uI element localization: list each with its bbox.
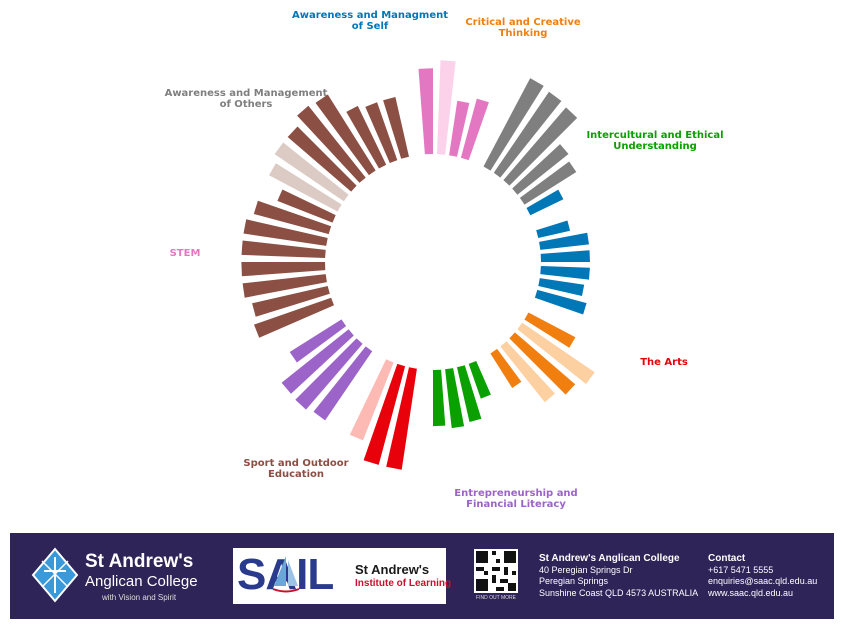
bar-awareness-and-management-of-others-1 xyxy=(483,78,544,171)
bar-critical-and-creative-thinking-5 xyxy=(490,348,522,388)
bar-entrepreneurship-and-financial-literacy-4 xyxy=(289,319,347,363)
bar-awareness-and-management-of-others-4 xyxy=(512,144,569,195)
qr-caption: FIND OUT MORE xyxy=(476,595,516,601)
bar-critical-and-creative-thinking-3 xyxy=(509,332,576,395)
bar-sport-and-outdoor-education-3 xyxy=(242,274,327,298)
bar-awareness-and-management-of-others-6 xyxy=(526,189,564,216)
sail-subtitle-line1: St Andrew's xyxy=(355,562,430,577)
bar-awareness-and-managment-of-self-2 xyxy=(539,232,589,250)
bar-awareness-and-managment-of-self-5 xyxy=(538,278,585,296)
bar-awareness-and-management-of-others-3 xyxy=(503,107,578,186)
bar-entrepreneurship-and-financial-literacy-1 xyxy=(313,346,373,421)
bar-sport-and-outdoor-education-13 xyxy=(315,94,376,176)
bar-intercultural-and-ethical-understanding-3 xyxy=(445,368,465,429)
bar-sport-and-outdoor-education-16 xyxy=(383,97,409,159)
bar-critical-and-creative-thinking-4 xyxy=(500,341,555,403)
bar-sport-and-outdoor-education-11 xyxy=(287,126,357,192)
bar-awareness-and-managment-of-self-6 xyxy=(534,289,587,315)
address-block: St Andrew's Anglican College 40 Peregian… xyxy=(539,553,698,599)
qr-code-icon[interactable] xyxy=(474,549,518,593)
bar-sport-and-outdoor-education-1 xyxy=(254,297,334,338)
bar-sport-and-outdoor-education-6 xyxy=(243,219,328,246)
bar-awareness-and-management-of-others-2 xyxy=(493,91,562,178)
bar-sport-and-outdoor-education-8 xyxy=(277,189,336,223)
bar-sport-and-outdoor-education-9 xyxy=(269,163,342,212)
label-awareness-and-management-of-others: Awareness and Management of Others xyxy=(165,88,328,110)
contact-phone[interactable]: +617 5471 5555 xyxy=(708,564,774,575)
contact-block: Contact +617 5471 5555 enquiries@saac.ql… xyxy=(708,553,817,599)
bar-critical-and-creative-thinking-2 xyxy=(517,322,595,384)
college-name-line1: St Andrew's xyxy=(85,551,194,572)
bar-intercultural-and-ethical-understanding-1 xyxy=(468,361,491,399)
address-line1: 40 Peregian Springs Dr xyxy=(539,564,633,575)
bar-awareness-and-management-of-others-5 xyxy=(519,161,577,205)
bar-the-arts-2 xyxy=(363,363,406,465)
bar-sport-and-outdoor-education-15 xyxy=(365,102,398,163)
college-crest-icon xyxy=(31,547,79,603)
bar-intercultural-and-ethical-understanding-2 xyxy=(457,365,482,422)
bar-stem-2 xyxy=(437,60,456,155)
bar-sport-and-outdoor-education-12 xyxy=(297,105,366,183)
address-title: St Andrew's Anglican College xyxy=(539,553,680,564)
sail-logo[interactable]: SAIL St Andrew's Institute of Learning xyxy=(233,548,451,604)
bar-entrepreneurship-and-financial-literacy-2 xyxy=(295,338,363,410)
contact-website[interactable]: www.saac.qld.edu.au xyxy=(708,587,794,598)
contact-email[interactable]: enquiries@saac.qld.edu.au xyxy=(708,576,818,586)
bar-sport-and-outdoor-education-7 xyxy=(253,200,332,235)
chart-bars xyxy=(241,60,595,470)
bar-sport-and-outdoor-education-14 xyxy=(346,105,387,169)
bar-critical-and-creative-thinking-1 xyxy=(524,312,576,348)
bar-sport-and-outdoor-education-10 xyxy=(274,142,349,202)
address-line3: Sunshine Coast QLD 4573 AUSTRALIA xyxy=(539,587,699,598)
label-intercultural-and-ethical-understanding: Intercultural and Ethical Understanding xyxy=(586,130,723,152)
sailboat-icon xyxy=(272,556,300,593)
bar-the-arts-3 xyxy=(349,359,394,441)
college-name-line2: Anglican College xyxy=(85,573,198,590)
label-sport-and-outdoor-education: Sport and Outdoor Education xyxy=(243,458,348,480)
footer-banner: St Andrew's Anglican College with Vision… xyxy=(10,533,834,619)
bar-awareness-and-managment-of-self-4 xyxy=(540,266,590,280)
address-line2: Peregian Springs xyxy=(539,576,609,586)
bar-sport-and-outdoor-education-4 xyxy=(241,262,326,277)
label-entrepreneurship-and-financial-literacy: Entrepreneurship and Financial Literacy xyxy=(454,488,577,510)
college-logo[interactable]: St Andrew's Anglican College with Vision… xyxy=(28,545,208,607)
bar-sport-and-outdoor-education-2 xyxy=(252,286,330,317)
bar-awareness-and-managment-of-self-3 xyxy=(540,250,590,262)
category-labels: Awareness and Managment of Self Critical a… xyxy=(165,10,724,510)
bar-stem-3 xyxy=(449,100,470,157)
bar-sport-and-outdoor-education-5 xyxy=(241,240,326,258)
label-awareness-and-managment-of-self: Awareness and Managment of Self xyxy=(292,10,448,32)
sail-subtitle-line2: Institute of Learning xyxy=(355,578,452,589)
label-the-arts: The Arts xyxy=(640,357,688,368)
label-stem: STEM xyxy=(170,248,201,259)
bar-the-arts-1 xyxy=(386,367,417,470)
bar-intercultural-and-ethical-understanding-4 xyxy=(433,369,446,427)
radial-bar-chart: Awareness and Managment of Self Critical a… xyxy=(165,10,724,510)
label-critical-and-creative-thinking: Critical and Creative Thinking xyxy=(465,17,581,39)
bar-stem-1 xyxy=(418,68,433,155)
contact-title: Contact xyxy=(708,553,746,564)
bar-entrepreneurship-and-financial-literacy-3 xyxy=(281,329,354,394)
bar-awareness-and-managment-of-self-1 xyxy=(536,220,571,238)
bar-stem-4 xyxy=(460,98,489,161)
college-motto: with Vision and Spirit xyxy=(102,593,177,602)
